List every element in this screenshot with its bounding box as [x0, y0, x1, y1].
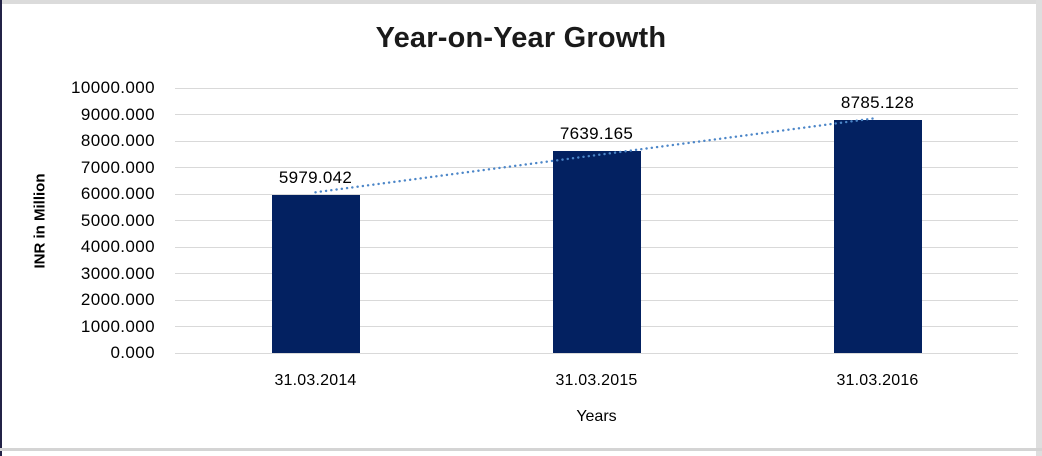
y-gridline [175, 87, 1018, 89]
y-tick-label: 7000.000 [80, 157, 155, 177]
bar-31.03.2015 [552, 150, 641, 353]
bar-value-label: 7639.165 [559, 123, 634, 143]
trendline-path [314, 116, 879, 194]
y-tick-label: 8000.000 [80, 131, 155, 150]
y-axis-title: INR in Million [31, 173, 49, 269]
y-tick-label: 10000.000 [71, 78, 155, 97]
y-tick-label: 2000.000 [80, 290, 155, 309]
y-gridline [175, 114, 1018, 115]
window-border-left [0, 0, 2, 456]
y-tick-label: 0.000 [110, 343, 155, 362]
window-border-right [1036, 0, 1042, 456]
y-gridline [175, 140, 1018, 142]
x-tick-label: 31.03.2014 [274, 372, 357, 389]
bar-31.03.2016 [833, 120, 922, 353]
y-gridline [175, 352, 1018, 354]
x-tick-label: 31.03.2016 [836, 372, 919, 389]
window-border-top [0, 0, 1042, 4]
bar-31.03.2014 [271, 194, 360, 353]
y-tick-label: 5000.000 [80, 210, 155, 230]
y-tick-label: 3000.000 [80, 263, 155, 283]
y-tick-label: 1000.000 [80, 316, 155, 336]
y-tick-label: 4000.000 [80, 237, 155, 256]
x-axis-title: Years [576, 408, 617, 425]
window-border-bottom [0, 448, 1042, 451]
bar-value-label: 5979.042 [278, 167, 353, 187]
bar-value-label: 8785.128 [840, 93, 915, 113]
y-tick-label: 6000.000 [80, 184, 155, 203]
x-tick-label: 31.03.2015 [555, 372, 638, 389]
y-tick-label: 9000.000 [80, 104, 155, 124]
chart-title: Year-on-Year Growth [375, 22, 667, 54]
